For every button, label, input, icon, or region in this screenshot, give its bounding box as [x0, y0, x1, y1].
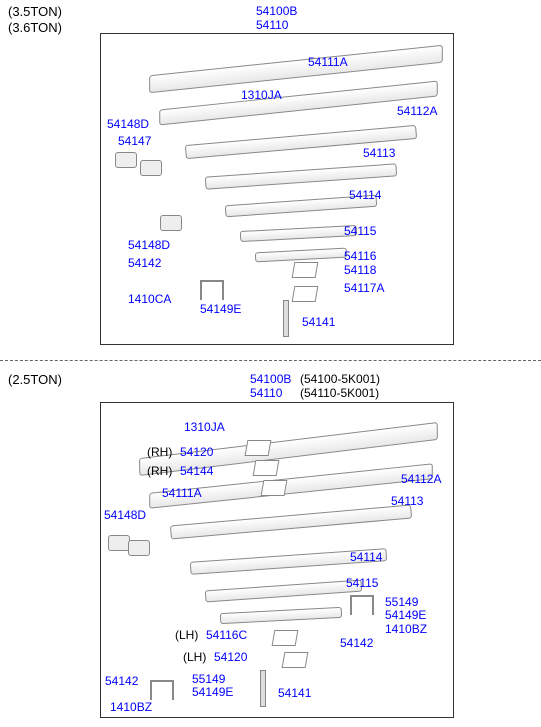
- p1-1410CA: 1410CA: [128, 292, 171, 306]
- p2-54120-2: 54120: [214, 650, 247, 664]
- p1-54148D-2: 54148D: [128, 238, 170, 252]
- p1-54147: 54147: [118, 134, 151, 148]
- p2-55149-1: 55149: [385, 595, 418, 609]
- p2-plate-5: [282, 652, 309, 668]
- p2-54149E-1: 54149E: [385, 608, 426, 622]
- separator: [0, 360, 541, 361]
- p2-clip-1: [350, 595, 374, 615]
- p2-lh-1: (LH): [175, 628, 198, 642]
- p1-54117A: 54117A: [344, 281, 384, 295]
- p2-54112A: 54112A: [401, 472, 441, 486]
- p1-54113: 54113: [363, 146, 395, 160]
- p1-1310JA: 1310JA: [241, 88, 282, 102]
- page: (3.5TON) (3.6TON) 54100B 54110 54111A 13…: [0, 0, 541, 727]
- p2-54116C: 54116C: [206, 628, 247, 642]
- p2-54115: 54115: [346, 576, 378, 590]
- p2-54111A: 54111A: [162, 486, 202, 500]
- p2-plate-4: [272, 630, 299, 646]
- p2-bush-2: [128, 540, 150, 556]
- p2-1410BZ-1: 1410BZ: [385, 622, 427, 636]
- bolt-1: [283, 300, 289, 337]
- p1-54118: 54118: [344, 263, 376, 277]
- p2-54110pn: (54110-5K001): [300, 386, 379, 400]
- bush-2: [140, 160, 162, 176]
- p2-lh-2: (LH): [183, 650, 206, 664]
- p2-bush-1: [108, 535, 130, 551]
- p1-54111A: 54111A: [308, 55, 348, 69]
- p2-1310JA: 1310JA: [184, 420, 225, 434]
- p2-rh-1: (RH): [147, 445, 172, 459]
- p2-54100B: 54100B: [250, 372, 291, 386]
- p2-55149-2: 55149: [192, 672, 225, 686]
- p2-clip-2: [150, 680, 174, 700]
- p2-bolt: [260, 670, 266, 707]
- plate-1: [292, 262, 319, 278]
- p2-54100pn: (54100-5K001): [300, 372, 380, 386]
- p1-54100B: 54100B: [256, 4, 297, 18]
- p2-54144: 54144: [180, 464, 213, 478]
- p2-plate-3: [261, 480, 288, 496]
- p1-54114: 54114: [349, 188, 381, 202]
- p2-54142-1: 54142: [340, 636, 373, 650]
- p1-54115: 54115: [344, 224, 376, 238]
- ton-35: (3.5TON): [8, 4, 62, 19]
- p2-54149E-2: 54149E: [192, 685, 233, 699]
- p2-54148D: 54148D: [104, 508, 146, 522]
- p2-plate-2: [253, 460, 280, 476]
- bush-1: [115, 152, 137, 168]
- p2-plate-1: [245, 440, 272, 456]
- p1-54116: 54116: [344, 249, 376, 263]
- bush-3: [160, 215, 182, 231]
- p1-54148D-1: 54148D: [107, 117, 149, 131]
- p2-54110: 54110: [250, 386, 282, 400]
- p1-54112A: 54112A: [397, 104, 437, 118]
- p1-54149E: 54149E: [200, 302, 241, 316]
- p2-rh-2: (RH): [147, 464, 172, 478]
- p1-54141: 54141: [302, 315, 335, 329]
- p2-54142-2: 54142: [105, 674, 138, 688]
- p2-54114: 54114: [350, 550, 382, 564]
- p2-54141: 54141: [278, 686, 311, 700]
- p1-54142: 54142: [128, 256, 161, 270]
- ton-25: (2.5TON): [8, 372, 62, 387]
- plate-2: [292, 286, 319, 302]
- p2-54113: 54113: [391, 494, 423, 508]
- ton-36: (3.6TON): [8, 20, 62, 35]
- p2-54120-1: 54120: [180, 445, 213, 459]
- p1-54110: 54110: [256, 18, 288, 32]
- p2-1410BZ-2: 1410BZ: [110, 700, 152, 714]
- clip-1: [200, 280, 224, 300]
